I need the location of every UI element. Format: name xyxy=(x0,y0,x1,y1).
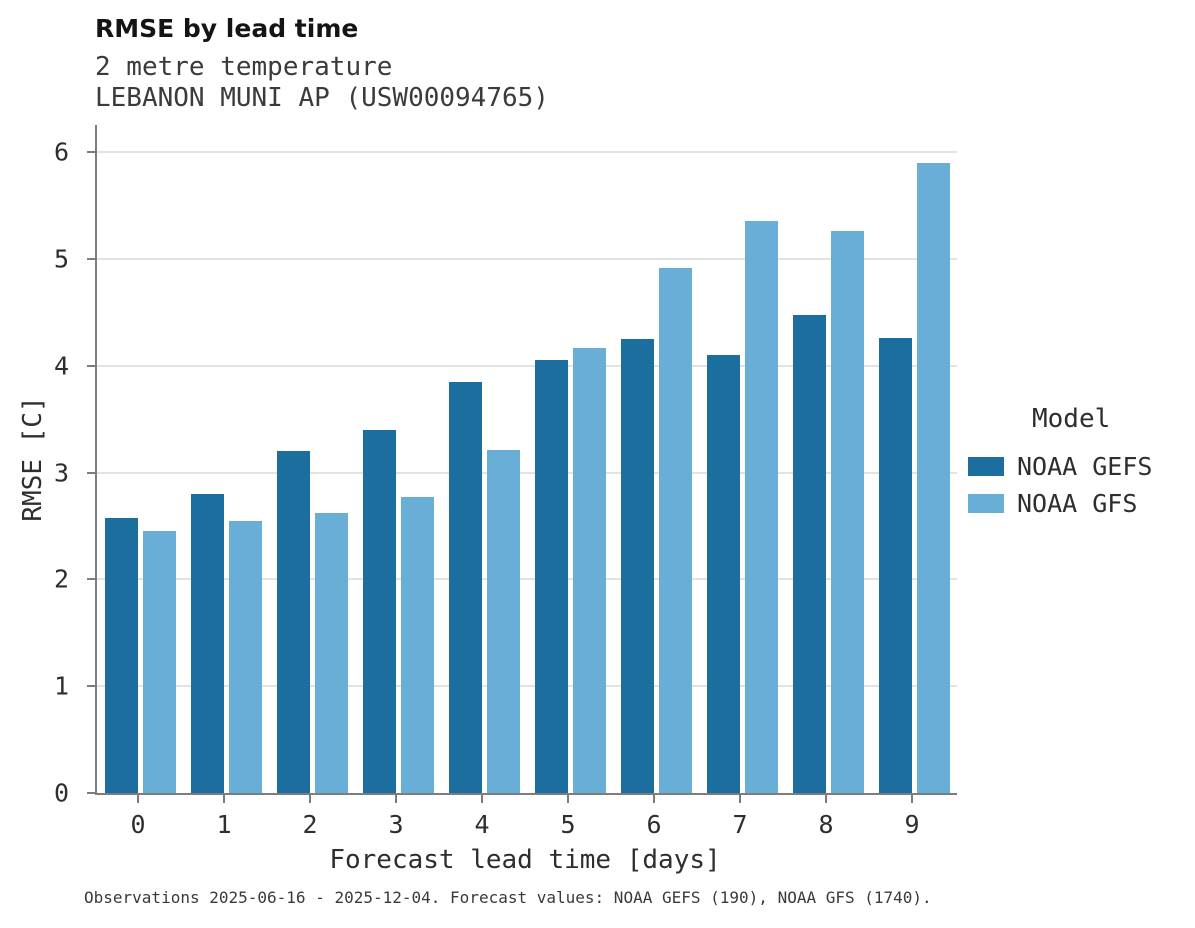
x-tick-mark-5 xyxy=(567,795,569,803)
bar-noaa-gfs-6 xyxy=(658,268,692,793)
x-tick-label-5: 5 xyxy=(560,810,576,839)
bar-group-9 xyxy=(871,162,957,793)
x-tick-mark-2 xyxy=(309,795,311,803)
legend-entry-noaa-gefs: NOAA GEFS xyxy=(968,448,1152,485)
y-tick-mark-4 xyxy=(87,364,95,367)
legend-swatch-noaa-gefs xyxy=(968,457,1004,476)
x-tick-label-4: 4 xyxy=(474,810,490,839)
bar-noaa-gefs-7 xyxy=(706,354,740,793)
bar-group-0 xyxy=(97,518,183,793)
bar-noaa-gefs-2 xyxy=(276,451,310,793)
bar-noaa-gfs-1 xyxy=(228,520,262,793)
bar-noaa-gfs-0 xyxy=(142,531,176,793)
x-tick-mark-7 xyxy=(739,795,741,803)
bar-group-7 xyxy=(699,221,785,793)
gridline-y-4 xyxy=(97,364,957,367)
y-tick-label-2: 2 xyxy=(53,564,69,594)
bar-group-2 xyxy=(269,451,355,793)
bar-noaa-gfs-4 xyxy=(486,450,520,793)
x-tick-mark-0 xyxy=(137,795,139,803)
bar-group-6 xyxy=(613,268,699,793)
gridline-y-6 xyxy=(97,151,957,153)
y-tick-mark-1 xyxy=(87,685,95,688)
x-tick-label-8: 8 xyxy=(818,810,834,839)
bar-group-1 xyxy=(183,493,269,793)
bar-noaa-gfs-3 xyxy=(400,497,434,793)
x-tick-label-6: 6 xyxy=(646,810,662,839)
bar-group-3 xyxy=(355,429,441,793)
x-tick-label-2: 2 xyxy=(302,810,318,839)
y-tick-label-4: 4 xyxy=(53,351,69,381)
bar-noaa-gfs-8 xyxy=(830,231,864,793)
legend-entries: NOAA GEFS NOAA GFS xyxy=(968,448,1152,522)
y-tick-mark-5 xyxy=(87,257,95,260)
chart-title: RMSE by lead time xyxy=(95,14,359,43)
x-tick-label-9: 9 xyxy=(904,810,920,839)
y-tick-label-1: 1 xyxy=(53,671,69,701)
chart-subtitle-variable: 2 metre temperature xyxy=(95,52,393,82)
bar-noaa-gefs-0 xyxy=(104,518,138,793)
y-tick-label-0: 0 xyxy=(53,778,69,808)
bar-groups xyxy=(97,125,957,793)
bar-noaa-gefs-3 xyxy=(362,429,396,793)
x-tick-mark-4 xyxy=(481,795,483,803)
bar-group-8 xyxy=(785,231,871,793)
y-tick-mark-2 xyxy=(87,578,95,581)
y-tick-mark-3 xyxy=(87,471,95,474)
gridline-y-3 xyxy=(97,471,957,474)
bar-noaa-gefs-8 xyxy=(792,315,826,793)
x-axis-title: Forecast lead time [days] xyxy=(329,845,721,875)
bar-group-4 xyxy=(441,381,527,793)
y-tick-mark-6 xyxy=(87,151,95,153)
gridlines xyxy=(97,125,957,793)
x-tick-label-1: 1 xyxy=(216,810,232,839)
y-axis-ticks: 0 1 2 3 4 5 6 xyxy=(0,125,95,806)
bar-noaa-gefs-6 xyxy=(620,338,654,793)
plot-area xyxy=(95,125,957,795)
bar-noaa-gefs-4 xyxy=(448,381,482,793)
gridline-y-2 xyxy=(97,578,957,581)
y-tick-label-3: 3 xyxy=(53,458,69,487)
caption: Observations 2025-06-16 - 2025-12-04. Fo… xyxy=(84,888,932,907)
x-tick-mark-1 xyxy=(223,795,225,803)
x-tick-label-7: 7 xyxy=(732,810,748,839)
chart-header: RMSE by lead time 2 metre temperature LE… xyxy=(95,14,549,113)
legend-entry-noaa-gfs: NOAA GFS xyxy=(968,485,1152,522)
y-tick-label-5: 5 xyxy=(53,244,69,274)
chart-subtitle-station: LEBANON MUNI AP (USW00094765) xyxy=(95,82,549,113)
x-tick-label-3: 3 xyxy=(388,810,404,839)
x-tick-label-0: 0 xyxy=(130,810,146,839)
bar-noaa-gfs-5 xyxy=(572,347,606,793)
x-axis-ticks: 0 1 2 3 4 5 6 7 8 9 xyxy=(95,795,955,855)
y-tick-label-6: 6 xyxy=(53,137,69,167)
legend-label-noaa-gefs: NOAA GEFS xyxy=(1017,452,1153,481)
legend-swatch-noaa-gfs xyxy=(968,494,1004,513)
legend-title: Model xyxy=(1032,404,1111,434)
legend: Model NOAA GEFS NOAA GFS xyxy=(968,404,1152,522)
x-tick-mark-8 xyxy=(825,795,827,803)
gridline-y-5 xyxy=(97,257,957,260)
gridline-y-1 xyxy=(97,685,957,688)
x-tick-mark-9 xyxy=(911,795,913,803)
bar-noaa-gfs-2 xyxy=(314,513,348,793)
bar-noaa-gfs-9 xyxy=(916,162,950,793)
bar-noaa-gefs-1 xyxy=(190,493,224,793)
legend-label-noaa-gfs: NOAA GFS xyxy=(1017,489,1138,518)
bar-noaa-gefs-5 xyxy=(534,360,568,793)
bar-noaa-gfs-7 xyxy=(744,221,778,793)
bar-noaa-gefs-9 xyxy=(878,337,912,793)
x-tick-mark-6 xyxy=(653,795,655,803)
bar-group-5 xyxy=(527,347,613,793)
x-tick-mark-3 xyxy=(395,795,397,803)
y-tick-mark-0 xyxy=(87,792,95,794)
